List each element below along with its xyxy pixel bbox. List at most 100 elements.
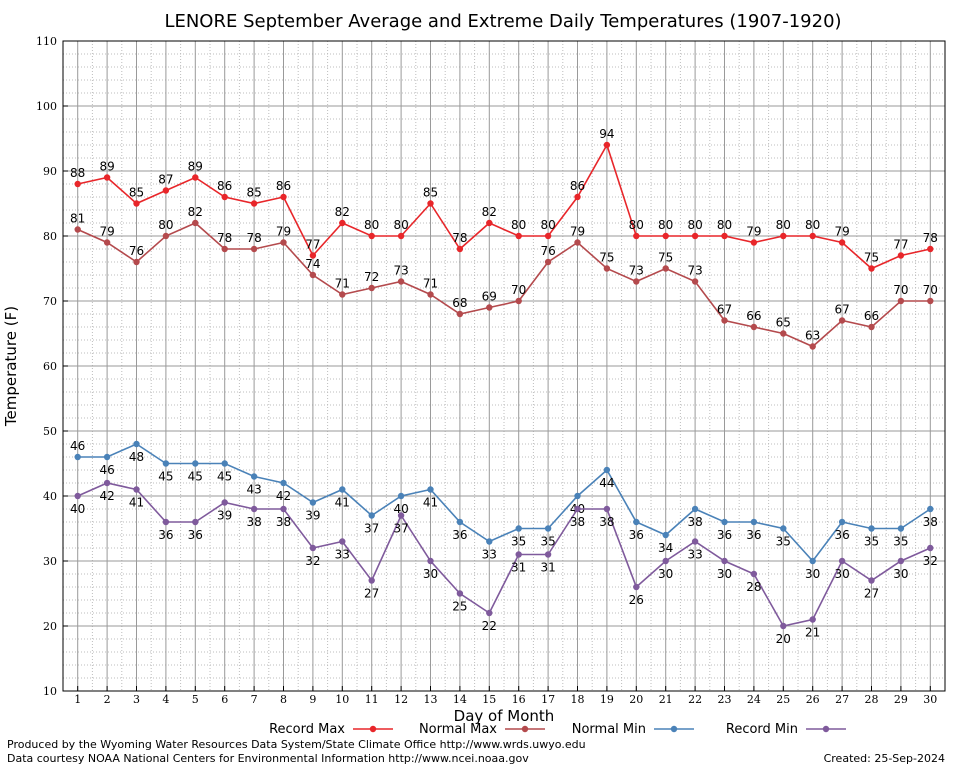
normal-max-value-label: 70 [511, 283, 526, 297]
x-axis-label: Day of Month [454, 707, 555, 725]
y-tick-label: 100 [36, 100, 57, 113]
normal-max-value-label: 78 [246, 231, 261, 245]
x-tick-label: 20 [629, 693, 643, 706]
record-min-point [691, 538, 699, 545]
x-tick-label: 15 [482, 693, 496, 706]
normal-max-series: 81 79 76 80 82 78 78 79 74 71 72 73 71 68 69 70 76 79 75 73… [70, 205, 938, 350]
record-max-point [809, 232, 816, 240]
normal-max-value-label: 82 [188, 205, 203, 219]
normal-min-value-label: 45 [217, 470, 232, 484]
record-max-value-label: 75 [864, 251, 879, 265]
normal-max-value-label: 76 [540, 244, 555, 258]
normal-max-point [721, 317, 728, 324]
legend-marker [369, 725, 377, 733]
y-tick-label: 110 [36, 35, 57, 48]
legend-marker [822, 725, 830, 733]
normal-max-point [162, 232, 170, 240]
y-tick-label: 40 [43, 490, 57, 503]
normal-max-value-label: 80 [158, 218, 173, 232]
normal-min-point [574, 492, 581, 500]
record-max-value-label: 86 [570, 179, 585, 193]
normal-min-point [280, 479, 287, 487]
x-tick-label: 23 [718, 693, 732, 706]
normal-max-point [339, 291, 346, 298]
record-max-value-label: 77 [305, 238, 320, 252]
x-tick-label: 18 [571, 693, 585, 706]
record-min-point [133, 486, 140, 493]
record-min-point [397, 512, 405, 519]
record-max-value-label: 88 [70, 166, 85, 180]
normal-min-point [897, 525, 905, 532]
normal-min-value-label: 46 [99, 463, 114, 477]
legend-label: Record Max [269, 722, 345, 737]
normal-min-point [309, 499, 317, 506]
record-min-value-label: 32 [305, 554, 320, 568]
normal-max-value-label: 69 [482, 290, 497, 304]
normal-min-point [486, 538, 493, 545]
normal-max-value-label: 73 [393, 264, 408, 278]
normal-max-value-label: 71 [423, 277, 438, 291]
record-max-series: 88 89 85 87 89 86 85 86 77 82 80 80 85 78 82 80 80 86 94 80… [70, 127, 938, 272]
record-min-value-label: 38 [276, 515, 291, 529]
normal-max-value-label: 66 [746, 309, 761, 323]
normal-min-point [721, 518, 728, 526]
x-tick-label: 19 [600, 693, 614, 706]
record-max-point [456, 245, 464, 253]
normal-max-value-label: 81 [70, 212, 85, 226]
record-max-value-label: 80 [717, 218, 732, 232]
x-tick-label: 7 [251, 693, 258, 706]
normal-min-value-label: 35 [511, 535, 526, 549]
record-min-point [339, 538, 346, 545]
normal-max-point [103, 239, 111, 246]
record-max-point [309, 252, 317, 259]
record-max-point [838, 239, 846, 246]
record-min-value-label: 25 [452, 600, 467, 614]
normal-min-value-label: 44 [599, 476, 614, 490]
record-max-value-label: 80 [805, 218, 820, 232]
normal-min-point [162, 460, 170, 467]
legend-label: Normal Min [572, 722, 646, 737]
record-max-point [750, 239, 758, 246]
record-max-value-label: 77 [893, 238, 908, 252]
record-min-value-label: 37 [393, 522, 408, 536]
record-max-value-label: 78 [452, 231, 467, 245]
record-max-value-label: 87 [158, 173, 173, 187]
normal-min-point [397, 492, 405, 500]
record-min-value-label: 30 [423, 567, 438, 581]
normal-max-point [809, 343, 816, 350]
normal-min-value-label: 35 [540, 535, 555, 549]
legend-item-record-max: Record Max [269, 722, 393, 737]
record-min-value-label: 30 [834, 567, 849, 581]
normal-max-point [780, 330, 787, 337]
normal-max-value-label: 65 [776, 316, 791, 330]
x-tick-label: 9 [309, 693, 316, 706]
normal-min-point [74, 453, 81, 461]
x-tick-label: 28 [865, 693, 879, 706]
record-min-value-label: 39 [217, 509, 232, 523]
record-min-value-label: 27 [864, 587, 879, 601]
x-tick-label: 3 [133, 693, 140, 706]
record-min-point [192, 518, 199, 526]
record-max-value-label: 80 [687, 218, 702, 232]
record-max-value-label: 80 [393, 218, 408, 232]
x-tick-label: 8 [280, 693, 287, 706]
normal-min-value-label: 48 [129, 450, 144, 464]
record-max-value-label: 80 [776, 218, 791, 232]
record-max-point [339, 219, 346, 227]
normal-max-value-label: 79 [570, 225, 585, 239]
record-max-point [74, 180, 81, 188]
normal-max-line [77, 222, 931, 348]
record-max-point [633, 232, 640, 240]
record-min-value-label: 30 [893, 567, 908, 581]
x-tick-label: 6 [221, 693, 228, 706]
normal-max-value-label: 78 [217, 231, 232, 245]
chart-title: LENORE September Average and Extreme Dai… [164, 11, 841, 32]
normal-max-point [397, 278, 405, 285]
record-min-value-label: 36 [188, 528, 203, 542]
normal-max-value-label: 68 [452, 296, 467, 310]
series-group: 88 89 85 87 89 86 85 86 77 82 80 80 85 78 82 80 80 86 94 80… [70, 127, 938, 646]
normal-max-point [838, 317, 846, 324]
record-max-value-label: 86 [217, 179, 232, 193]
normal-max-point [544, 258, 552, 266]
